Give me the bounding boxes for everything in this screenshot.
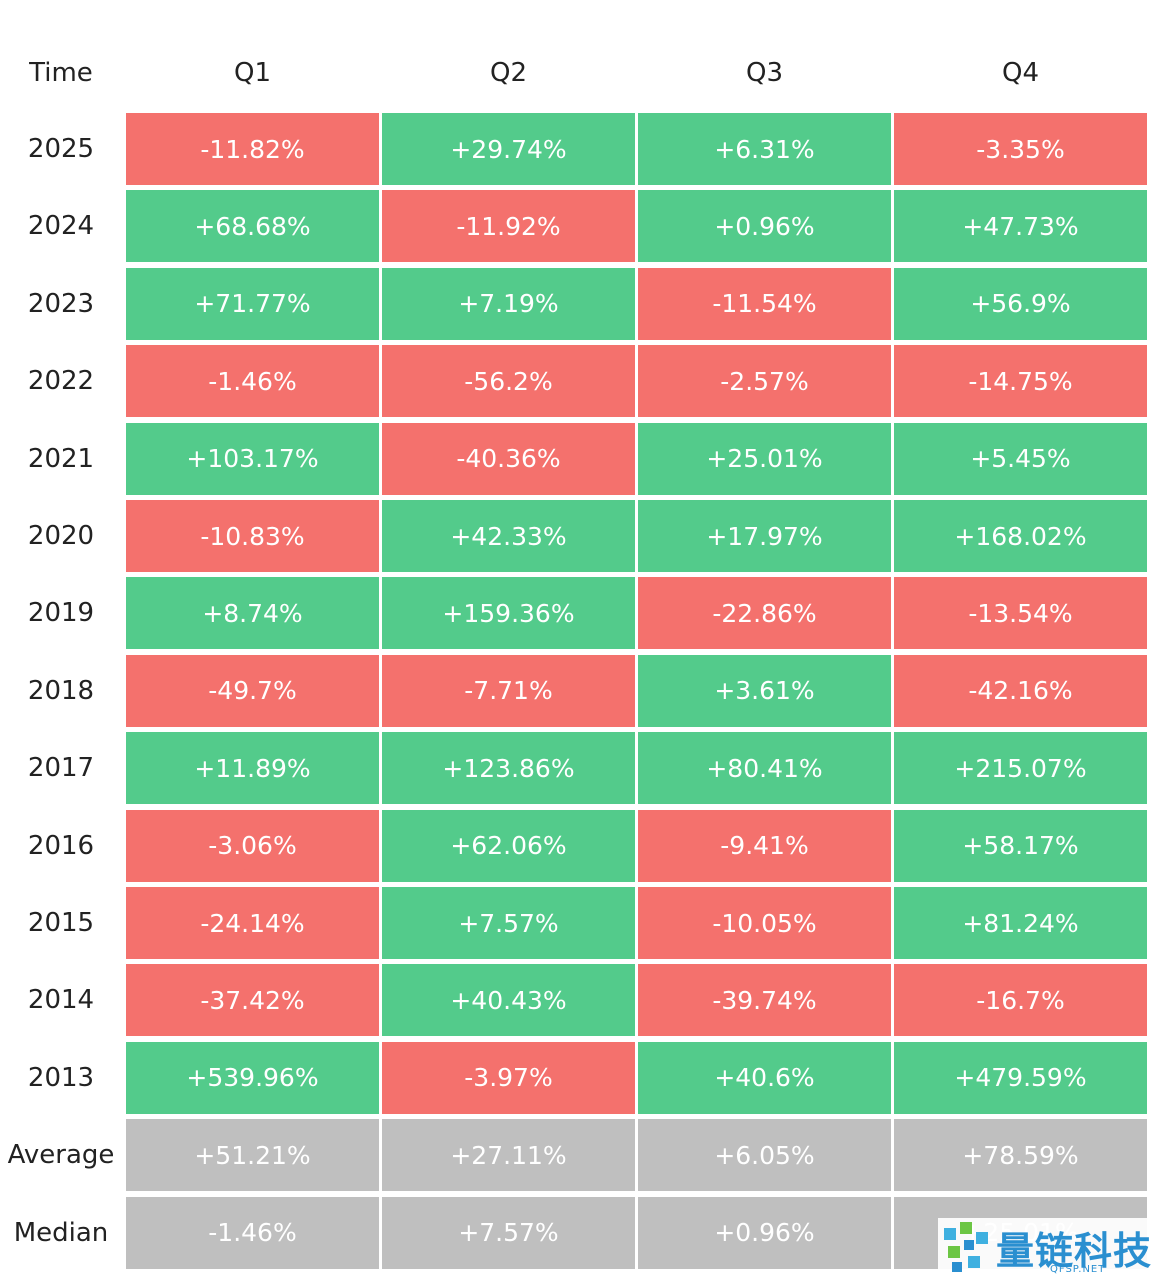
row-label: 2019 bbox=[27, 598, 95, 629]
return-cell: -9.41% bbox=[638, 809, 891, 882]
return-cell: -10.83% bbox=[126, 500, 379, 572]
row-label: 2015 bbox=[27, 908, 95, 938]
watermark-icon bbox=[944, 1222, 988, 1272]
return-cell: -22.86% bbox=[638, 577, 891, 650]
return-cell: -40.36% bbox=[382, 422, 635, 495]
return-cell: -56.2% bbox=[382, 345, 635, 418]
return-cell: +5.45% bbox=[894, 422, 1147, 495]
watermark-subtitle: QFSP.NET bbox=[1050, 1264, 1106, 1275]
return-cell: -10.05% bbox=[638, 887, 891, 959]
return-cell: +6.31% bbox=[638, 113, 891, 185]
return-cell: +40.43% bbox=[382, 964, 635, 1037]
column-header: Q2 bbox=[489, 58, 527, 88]
return-cell: +159.36% bbox=[382, 577, 635, 650]
return-cell: +47.73% bbox=[894, 190, 1147, 263]
return-cell: +539.96% bbox=[126, 1041, 379, 1114]
watermark-title: 量链科技 bbox=[996, 1229, 1153, 1273]
column-header: Q4 bbox=[1001, 58, 1039, 88]
return-cell: +17.97% bbox=[638, 500, 891, 572]
row-label: 2013 bbox=[27, 1062, 95, 1093]
row-label: 2025 bbox=[27, 134, 95, 164]
summary-cell: +6.05% bbox=[638, 1119, 891, 1192]
return-cell: -13.54% bbox=[894, 577, 1147, 650]
row-label: 2024 bbox=[27, 211, 95, 242]
return-cell: -7.71% bbox=[382, 654, 635, 727]
column-header: Q3 bbox=[745, 58, 783, 88]
return-cell: +81.24% bbox=[894, 887, 1147, 959]
return-cell: +103.17% bbox=[126, 422, 379, 495]
return-cell: -49.7% bbox=[126, 654, 379, 727]
row-label: 2022 bbox=[27, 366, 95, 397]
return-cell: -39.74% bbox=[638, 964, 891, 1037]
summary-cell: +27.11% bbox=[382, 1119, 635, 1192]
return-cell: +7.19% bbox=[382, 267, 635, 340]
return-cell: +29.74% bbox=[382, 113, 635, 185]
column-header: Time bbox=[29, 58, 93, 88]
row-label: 2016 bbox=[27, 830, 95, 861]
return-cell: -3.06% bbox=[126, 809, 379, 882]
return-cell: +71.77% bbox=[126, 267, 379, 340]
return-cell: +123.86% bbox=[382, 732, 635, 805]
summary-cell: +51.21% bbox=[126, 1119, 379, 1192]
return-cell: +479.59% bbox=[894, 1041, 1147, 1114]
return-cell: +25.01% bbox=[638, 422, 891, 495]
return-cell: +58.17% bbox=[894, 809, 1147, 882]
return-cell: -3.97% bbox=[382, 1041, 635, 1114]
return-cell: -11.54% bbox=[638, 267, 891, 340]
column-header: Q1 bbox=[233, 58, 271, 88]
return-cell: -42.16% bbox=[894, 654, 1147, 727]
return-cell: +0.96% bbox=[638, 190, 891, 263]
return-cell: +62.06% bbox=[382, 809, 635, 882]
return-cell: -2.57% bbox=[638, 345, 891, 418]
summary-cell: +78.59% bbox=[894, 1119, 1147, 1192]
row-label: 2021 bbox=[27, 443, 95, 474]
row-label: 2020 bbox=[27, 521, 95, 551]
return-cell: +80.41% bbox=[638, 732, 891, 805]
row-label: 2014 bbox=[27, 985, 95, 1016]
return-cell: -1.46% bbox=[126, 345, 379, 418]
return-cell: +56.9% bbox=[894, 267, 1147, 340]
row-label: 2018 bbox=[27, 675, 95, 706]
row-label: Median bbox=[13, 1217, 109, 1248]
return-cell: +68.68% bbox=[126, 190, 379, 263]
row-label: Average bbox=[7, 1140, 115, 1171]
return-cell: +8.74% bbox=[126, 577, 379, 650]
return-cell: -11.92% bbox=[382, 190, 635, 263]
return-cell: +3.61% bbox=[638, 654, 891, 727]
return-cell: -24.14% bbox=[126, 887, 379, 959]
return-cell: -3.35% bbox=[894, 113, 1147, 185]
return-cell: +11.89% bbox=[126, 732, 379, 805]
return-cell: -11.82% bbox=[126, 113, 379, 185]
return-cell: +42.33% bbox=[382, 500, 635, 572]
return-cell: -37.42% bbox=[126, 964, 379, 1037]
row-label: 2017 bbox=[27, 753, 95, 784]
return-cell: +7.57% bbox=[382, 887, 635, 959]
return-cell: -14.75% bbox=[894, 345, 1147, 418]
return-cell: +168.02% bbox=[894, 500, 1147, 572]
row-label: 2023 bbox=[27, 288, 95, 319]
return-cell: -16.7% bbox=[894, 964, 1147, 1037]
return-cell: +40.6% bbox=[638, 1041, 891, 1114]
watermark: 量链科技 QFSP.NET bbox=[938, 1218, 1159, 1278]
summary-cell: -1.46% bbox=[126, 1196, 379, 1269]
return-cell: +215.07% bbox=[894, 732, 1147, 805]
summary-cell: +7.57% bbox=[382, 1196, 635, 1269]
summary-cell: +0.96% bbox=[638, 1196, 891, 1269]
